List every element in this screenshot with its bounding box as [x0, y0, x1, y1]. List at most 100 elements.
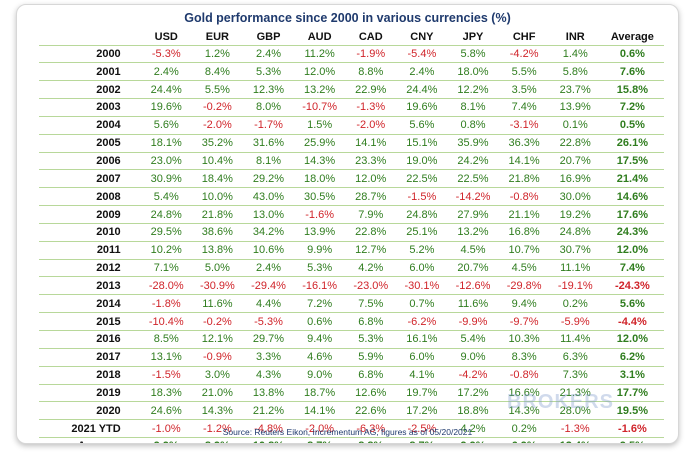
value-cell: 7.2% [294, 294, 346, 314]
value-cell: 13.2% [447, 223, 499, 242]
value-cell: 13.9% [549, 98, 601, 117]
value-cell: 10.4% [191, 152, 243, 171]
average-cell: 0.5% [600, 116, 664, 135]
year-cell: 2004 [39, 116, 141, 135]
value-cell: 20.7% [447, 259, 499, 278]
value-cell: 21.0% [191, 384, 243, 403]
value-cell: 14.1% [498, 152, 550, 171]
value-cell: 4.5% [447, 241, 499, 260]
value-cell: 5.3% [345, 330, 397, 349]
value-cell: 12.4% [549, 437, 601, 443]
value-cell: 10.7% [498, 241, 550, 260]
value-cell: 22.5% [396, 169, 448, 189]
value-cell: -1.9% [345, 44, 397, 64]
value-cell: -1.0% [140, 419, 192, 439]
value-cell: 11.2% [294, 44, 346, 64]
value-cell: 4.1% [396, 366, 448, 385]
average-cell: 7.6% [600, 62, 664, 82]
value-cell: 5.4% [140, 187, 192, 207]
value-cell: 5.8% [447, 44, 499, 64]
value-cell: 3.5% [498, 80, 550, 100]
value-cell: 16.9% [549, 169, 601, 189]
value-cell: 22.5% [447, 169, 499, 189]
average-cell: 19.5% [600, 401, 664, 421]
value-cell: 8.7% [294, 437, 346, 443]
value-cell: -30.9% [191, 276, 243, 296]
value-cell: 19.7% [396, 384, 448, 403]
average-row: Average9.9%8.9%10.8%8.7%8.8%8.7%9.9%6.9%… [39, 437, 664, 443]
value-cell: 43.0% [242, 187, 295, 207]
year-cell: 2001 [39, 62, 141, 82]
value-cell: 2.4% [140, 62, 192, 82]
value-cell: -30.1% [396, 276, 448, 296]
value-cell: 18.7% [294, 384, 346, 403]
value-cell: 7.4% [498, 98, 550, 117]
table-body: 2000 -5.3% 1.2% 2.4% 11.2% -1.9% -5.4% 5.8% -4.2… [39, 44, 664, 443]
value-cell: 13.9% [294, 223, 346, 242]
value-cell: 6.3% [549, 348, 601, 367]
value-cell: 10.8% [242, 437, 295, 443]
value-cell: 18.8% [447, 401, 499, 421]
value-cell: 1.2% [191, 44, 243, 64]
value-cell: 38.6% [191, 223, 243, 242]
value-cell: 24.2% [447, 152, 499, 171]
value-cell: 22.8% [549, 134, 601, 153]
value-cell: 4.6% [294, 348, 346, 367]
year-cell: 2007 [39, 169, 141, 189]
average-cell: 17.7% [600, 384, 664, 403]
value-cell: -4.2% [447, 366, 499, 385]
value-cell: 9.4% [498, 294, 550, 314]
value-cell: 16.1% [396, 330, 448, 349]
value-cell: 8.3% [498, 348, 550, 367]
value-cell: 21.1% [498, 205, 550, 224]
average-label: Average [39, 437, 141, 443]
value-cell: 24.8% [140, 205, 192, 224]
value-cell: 21.2% [242, 401, 295, 421]
header-jpy: JPY [462, 30, 484, 43]
average-cell: 7.4% [600, 259, 664, 278]
value-cell: 8.5% [140, 330, 192, 349]
value-cell: 5.0% [191, 259, 243, 278]
value-cell: 14.3% [498, 401, 550, 421]
value-cell: 8.0% [242, 98, 295, 117]
value-cell: 6.9% [498, 437, 550, 443]
average-cell: 7.2% [600, 98, 664, 117]
value-cell: 4.2% [447, 419, 499, 439]
value-cell: 14.3% [294, 152, 346, 171]
value-cell: 25.1% [396, 223, 448, 242]
value-cell: 8.1% [447, 98, 499, 117]
average-cell: 0.6% [600, 44, 664, 64]
header-year [39, 29, 141, 45]
table-row: 2021 YTD -1.0% -1.2% -4.8% -2.0% -6.3% -2.5% 4.… [39, 419, 664, 439]
average-cell: 24.3% [600, 223, 664, 242]
value-cell: -16.1% [294, 276, 346, 296]
average-cell: 17.6% [600, 205, 664, 224]
table-row: 2007 30.9% 18.4% 29.2% 18.0% 12.0% 22.5% 22.5% 2… [39, 169, 664, 189]
value-cell: -4.8% [242, 419, 295, 439]
value-cell: -23.0% [345, 276, 397, 296]
average-cell: 5.6% [600, 294, 664, 314]
value-cell: -12.6% [447, 276, 499, 296]
value-cell: 5.6% [140, 116, 192, 135]
value-cell: 5.5% [191, 80, 243, 100]
value-cell: 24.8% [549, 223, 601, 242]
average-cell: 12.0% [600, 241, 664, 260]
value-cell: -29.8% [498, 276, 550, 296]
value-cell: 15.1% [396, 134, 448, 153]
table-row: 2005 18.1% 35.2% 31.6% 25.9% 14.1% 15.1% 35.9% 3… [39, 134, 664, 153]
value-cell: 6.8% [345, 366, 397, 385]
value-cell: -3.1% [498, 116, 550, 135]
value-cell: 12.3% [242, 80, 295, 100]
value-cell: 29.5% [140, 223, 192, 242]
value-cell: 17.2% [447, 384, 499, 403]
table-row: 2020 24.6% 14.3% 21.2% 14.1% 22.6% 17.2% 18.8% 1… [39, 401, 664, 421]
value-cell: 5.5% [498, 62, 550, 82]
table-row: 2019 18.3% 21.0% 13.8% 18.7% 12.6% 19.7% 17.2% 1… [39, 384, 664, 403]
table-row: 2004 5.6% -2.0% -1.7% 1.5% -2.0% 5.6% 0.8% -3.1%… [39, 116, 664, 135]
value-cell: 28.0% [549, 401, 601, 421]
value-cell: -6.3% [345, 419, 397, 439]
value-cell: 16.8% [498, 223, 550, 242]
year-cell: 2005 [39, 134, 141, 153]
average-cell: 15.8% [600, 80, 664, 100]
value-cell: 4.3% [242, 366, 295, 385]
